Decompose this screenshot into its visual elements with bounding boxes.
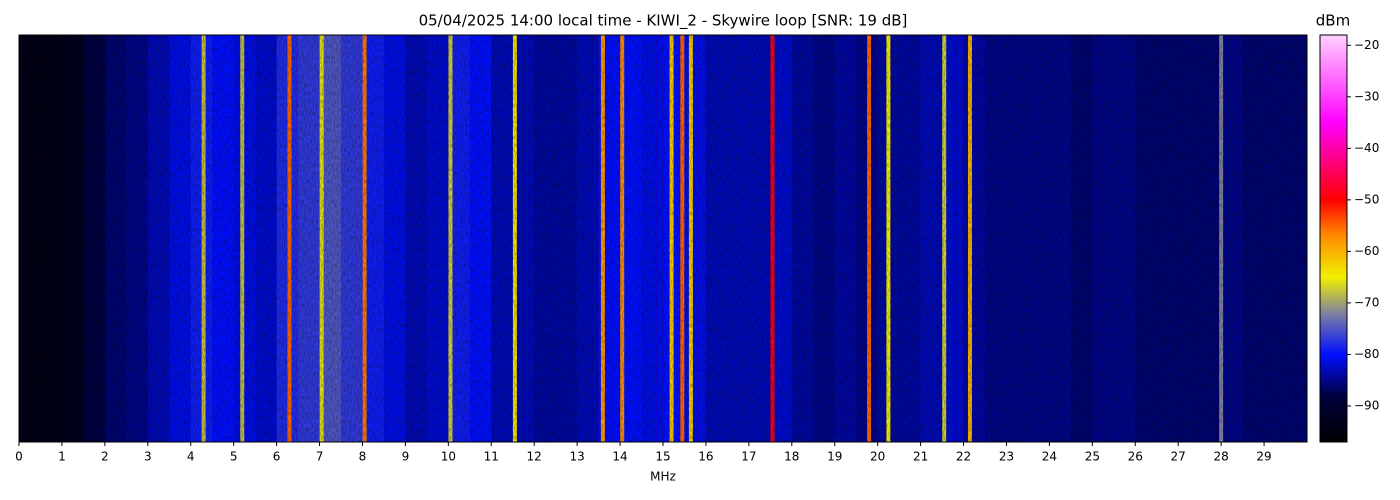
colorbar-tick-label: −70 (1354, 295, 1379, 309)
x-tick-label: 0 (15, 450, 23, 464)
colorbar-tick-label: −50 (1354, 192, 1379, 206)
x-tick-label: 1 (58, 450, 66, 464)
x-tick-label: 18 (784, 450, 799, 464)
x-tick-label: 21 (913, 450, 928, 464)
x-tick-label: 13 (569, 450, 584, 464)
colorbar-tick-label: −60 (1354, 244, 1379, 258)
x-tick-label: 22 (956, 450, 971, 464)
x-tick-label: 12 (527, 450, 542, 464)
colorbar-label: dBm (1316, 12, 1350, 30)
x-tick-label: 29 (1256, 450, 1271, 464)
colorbar-tick-label: −30 (1354, 89, 1379, 103)
colorbar-tick-label: −20 (1354, 38, 1379, 52)
x-tick-label: 3 (144, 450, 152, 464)
noise-texture (19, 35, 1307, 442)
x-tick-label: 19 (827, 450, 842, 464)
colorbar (1319, 34, 1348, 443)
x-tick-label: 9 (402, 450, 410, 464)
x-tick-label: 10 (441, 450, 456, 464)
x-tick-label: 11 (484, 450, 499, 464)
x-tick-label: 20 (870, 450, 885, 464)
x-tick-label: 25 (1085, 450, 1100, 464)
x-tick-label: 16 (698, 450, 713, 464)
chart-title: 05/04/2025 14:00 local time - KIWI_2 - S… (419, 12, 908, 31)
x-tick-label: 2 (101, 450, 109, 464)
colorbar-tick-label: −80 (1354, 347, 1379, 361)
x-tick-label: 27 (1171, 450, 1186, 464)
x-tick-label: 15 (655, 450, 670, 464)
x-tick-label: 28 (1213, 450, 1228, 464)
x-tick-label: 17 (741, 450, 756, 464)
x-tick-label: 14 (612, 450, 627, 464)
x-tick-label: 23 (999, 450, 1014, 464)
x-tick-label: 6 (273, 450, 281, 464)
colorbar-tick-label: −90 (1354, 398, 1379, 412)
colorbar-tick-label: −40 (1354, 141, 1379, 155)
x-axis-label: MHz (650, 470, 676, 484)
x-tick-label: 24 (1042, 450, 1057, 464)
x-tick-label: 4 (187, 450, 195, 464)
x-tick-label: 26 (1128, 450, 1143, 464)
x-tick-label: 8 (359, 450, 367, 464)
x-tick-label: 5 (230, 450, 238, 464)
x-tick-label: 7 (316, 450, 324, 464)
